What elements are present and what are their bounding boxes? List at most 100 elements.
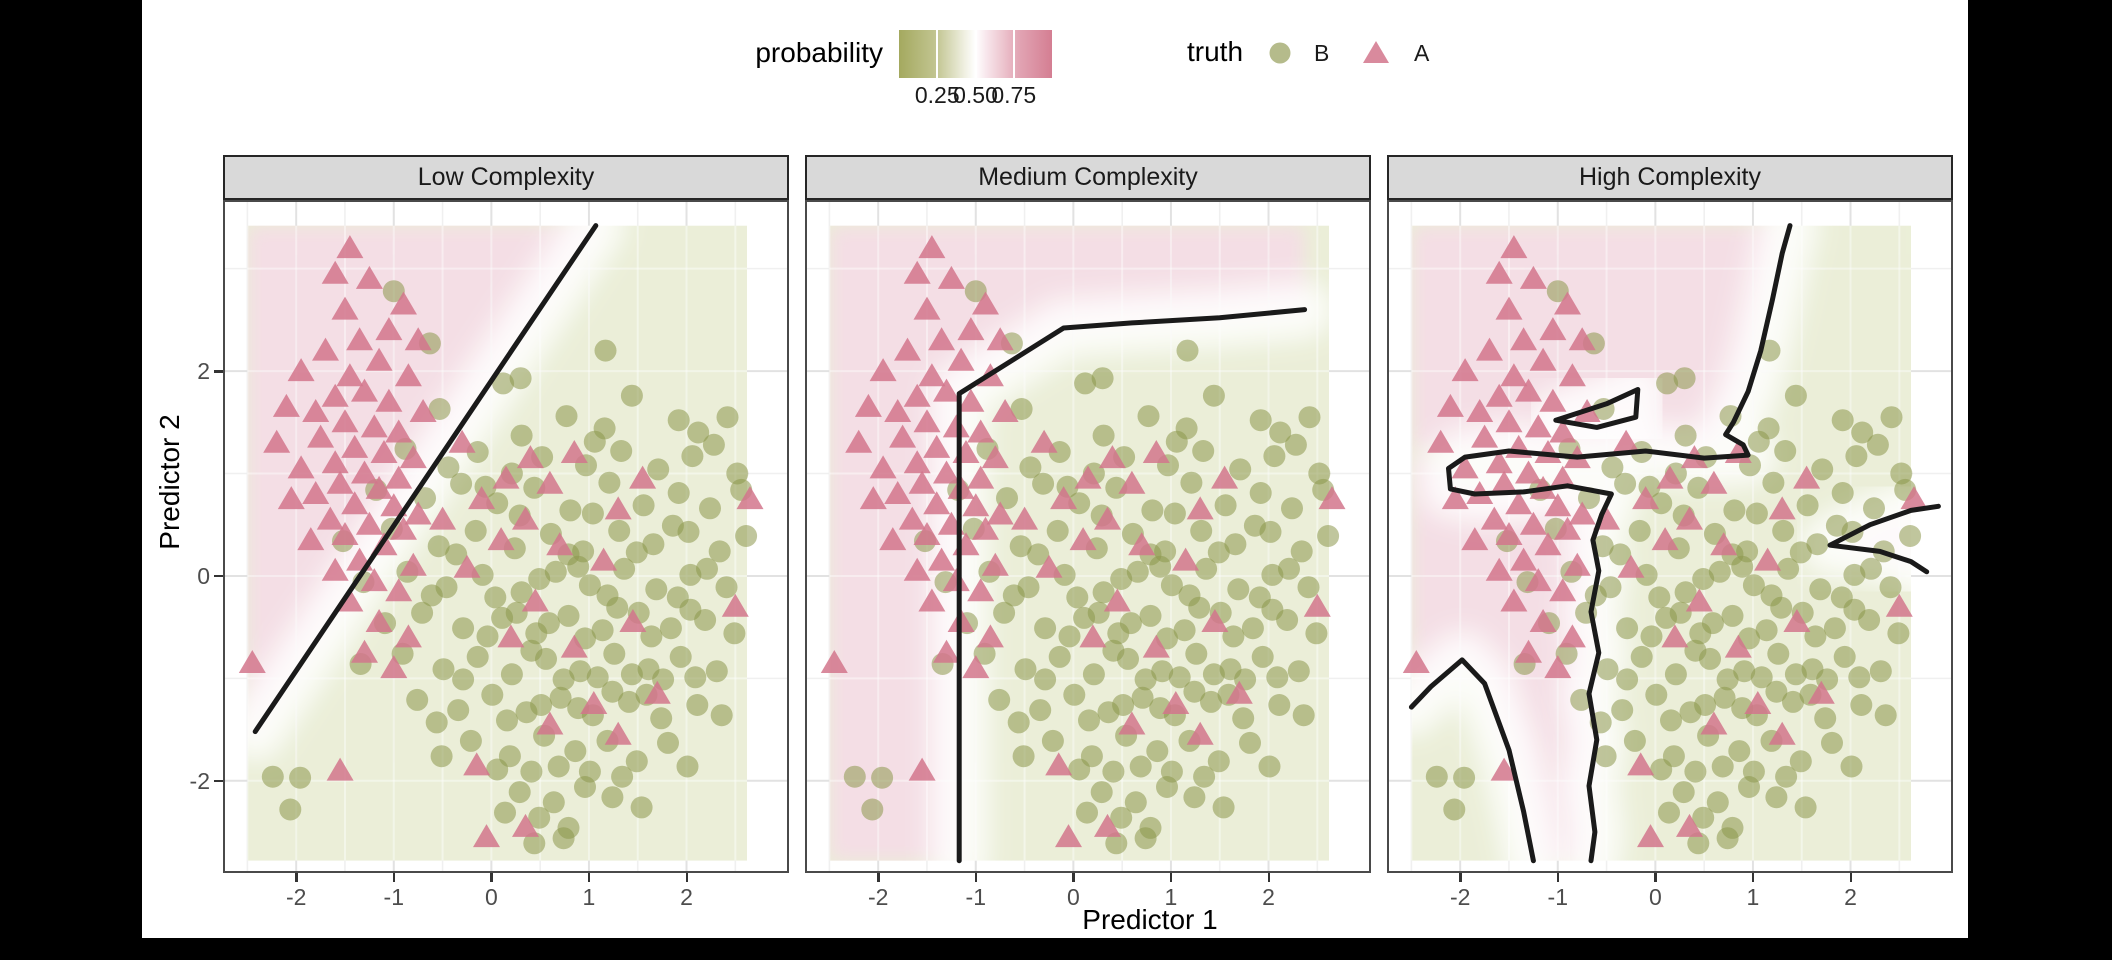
point-class-B <box>1278 557 1300 580</box>
point-class-A <box>1303 593 1331 617</box>
point-class-A <box>967 578 995 602</box>
x-tick-mark <box>1169 873 1173 882</box>
point-class-A <box>962 493 990 517</box>
scatter-points-class-B <box>843 280 1340 855</box>
y-tick-mark <box>214 574 223 578</box>
x-tick-mark <box>1556 873 1560 882</box>
point-class-B <box>1146 740 1169 763</box>
legend-circle-icon <box>1264 37 1296 67</box>
point-class-B <box>1239 731 1261 754</box>
point-class-B <box>1425 765 1448 788</box>
point-class-B <box>437 456 460 479</box>
point-class-A <box>1441 486 1469 510</box>
point-class-B <box>1261 563 1284 586</box>
point-class-A <box>1485 260 1513 284</box>
point-class-A <box>1079 624 1107 648</box>
point-class-B <box>1723 499 1746 522</box>
point-class-A <box>1558 363 1586 387</box>
x-tick-label: -2 <box>1449 884 1471 910</box>
decision-boundary-line <box>1827 503 1941 575</box>
x-tick-label: 2 <box>680 884 693 910</box>
point-class-B <box>452 668 475 691</box>
point-class-A <box>1098 445 1126 469</box>
point-class-B <box>1183 786 1206 809</box>
point-class-A <box>1495 409 1523 433</box>
point-class-B <box>447 699 470 722</box>
point-class-B <box>1110 806 1133 829</box>
point-class-B <box>871 766 894 789</box>
point-class-B <box>1664 663 1687 686</box>
point-class-A <box>947 347 975 371</box>
point-class-A <box>923 491 951 515</box>
point-class-B <box>1134 827 1157 850</box>
point-class-A <box>884 481 912 504</box>
point-class-B <box>492 372 515 395</box>
point-class-B <box>1765 786 1788 809</box>
point-class-B <box>1669 601 1692 624</box>
point-class-A <box>399 552 427 576</box>
point-class-B <box>1002 584 1025 607</box>
point-class-A <box>1500 588 1528 612</box>
point-class-B <box>1305 622 1328 645</box>
point-class-B <box>520 760 543 783</box>
point-class-B <box>1110 568 1133 590</box>
point-class-B <box>510 424 533 447</box>
point-class-B <box>1809 578 1832 601</box>
point-class-B <box>1281 497 1303 520</box>
point-class-B <box>1611 699 1634 722</box>
point-class-B <box>1721 604 1744 627</box>
point-class-A <box>1685 588 1713 612</box>
x-tick-label: -1 <box>383 884 404 910</box>
point-class-A <box>331 409 359 433</box>
point-class-B <box>1745 502 1768 525</box>
panel-low-complexity <box>223 200 789 873</box>
point-class-A <box>1519 511 1547 535</box>
point-class-B <box>667 409 690 432</box>
point-class-B <box>1160 574 1183 597</box>
facet-strip-low: Low Complexity <box>223 155 789 200</box>
point-class-A <box>1549 419 1577 443</box>
point-class-A <box>1172 547 1200 571</box>
point-class-A <box>1427 429 1455 453</box>
point-class-A <box>957 317 985 341</box>
point-class-B <box>1731 555 1754 578</box>
point-class-B <box>1789 750 1812 773</box>
point-class-A <box>1485 450 1513 474</box>
point-class-B <box>486 758 509 781</box>
colorbar-tick-label: 0.75 <box>991 82 1037 108</box>
point-class-A <box>360 568 388 592</box>
point-class-A <box>1568 327 1596 351</box>
point-class-A <box>972 516 999 540</box>
point-class-B <box>608 519 631 542</box>
point-class-A <box>321 450 349 474</box>
point-class-A <box>404 501 432 525</box>
point-class-B <box>687 421 710 444</box>
point-class-B <box>1269 421 1292 444</box>
point-class-B <box>466 441 489 463</box>
point-class-A <box>272 393 300 417</box>
point-class-A <box>1515 378 1542 402</box>
scatter-points-class-A <box>238 235 764 848</box>
point-class-A <box>913 409 941 433</box>
point-class-A <box>380 493 408 517</box>
point-class-A <box>869 455 897 479</box>
point-class-B <box>1261 598 1284 621</box>
point-class-B <box>1068 758 1091 781</box>
point-class-A <box>341 434 369 458</box>
point-class-B <box>428 398 451 420</box>
point-class-A <box>1495 522 1523 545</box>
point-class-B <box>625 750 648 773</box>
point-class-B <box>1635 563 1658 586</box>
point-class-A <box>942 568 970 592</box>
x-tick-label: -2 <box>867 884 889 910</box>
point-class-B <box>1684 760 1707 783</box>
point-class-A <box>918 588 946 612</box>
point-class-B <box>1193 765 1216 788</box>
point-class-B <box>530 694 553 716</box>
point-class-A <box>913 522 941 545</box>
point-class-B <box>1694 694 1717 716</box>
point-class-B <box>1087 601 1110 624</box>
point-class-A <box>721 593 749 617</box>
point-class-A <box>1050 486 1078 510</box>
point-class-B <box>500 663 523 686</box>
